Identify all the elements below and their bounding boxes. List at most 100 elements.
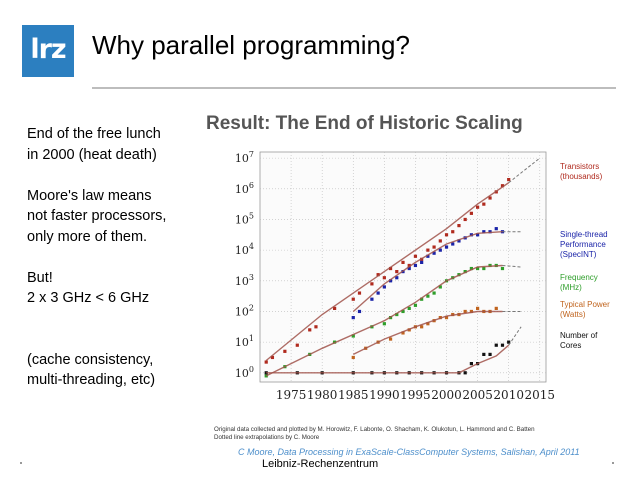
single-thread-point bbox=[382, 285, 386, 289]
chart-legend: Transistors(thousands) Single-threadPerfo… bbox=[560, 162, 610, 350]
typical-power-point bbox=[444, 316, 449, 320]
single-thread-point bbox=[395, 276, 399, 280]
frequency-legend-label: (MHz) bbox=[560, 283, 582, 292]
bullet-free-lunch: End of the free lunch in 2000 (heat deat… bbox=[27, 124, 212, 165]
transistors-legend-label: (thousands) bbox=[560, 172, 603, 181]
bullet-line: 2 x 3 GHz < 6 GHz bbox=[27, 290, 150, 306]
number-of-extrapolation-line bbox=[508, 326, 522, 346]
number-of-point bbox=[507, 340, 511, 344]
typical-power-point bbox=[426, 322, 430, 326]
single-thread-point bbox=[476, 233, 480, 237]
single-thread-point bbox=[376, 291, 380, 295]
bullet-text: End of the free lunch in 2000 (heat deat… bbox=[27, 124, 212, 411]
typical-power-point bbox=[388, 337, 393, 341]
bullet-cache: (cache consistency, multi-threading, etc… bbox=[27, 350, 212, 391]
transistors-point bbox=[413, 254, 418, 258]
single-thread-point bbox=[444, 245, 449, 249]
transistors-trend-line bbox=[265, 182, 510, 362]
x-tick-label: 1975 bbox=[276, 388, 307, 402]
single-thread-point bbox=[351, 316, 355, 320]
frequency-point bbox=[413, 303, 418, 307]
typical-power-point bbox=[494, 306, 498, 310]
single-thread-trend-line bbox=[352, 231, 503, 313]
y-tick-label: 102 bbox=[235, 303, 254, 318]
slide-title: Why parallel programming? bbox=[92, 30, 410, 60]
scaling-chart: Result: The End of Historic Scaling 1975… bbox=[206, 113, 610, 457]
x-tick-label: 2005 bbox=[462, 388, 493, 402]
transistors-point bbox=[351, 297, 355, 301]
single-thread-point bbox=[357, 309, 362, 314]
x-tick-label: 1990 bbox=[369, 388, 400, 402]
frequency-point bbox=[407, 306, 411, 310]
y-tick-label: 106 bbox=[235, 181, 254, 196]
single-thread-point bbox=[488, 230, 492, 234]
x-tick-label: 2010 bbox=[493, 388, 524, 402]
transistors-point bbox=[407, 263, 411, 268]
y-tick-label: 107 bbox=[235, 150, 254, 165]
footer-text: Leibniz-Rechenzentrum bbox=[262, 458, 379, 470]
transistors-extrapolation-line bbox=[508, 157, 541, 184]
frequency-point bbox=[500, 266, 505, 271]
frequency-extrapolation-line bbox=[502, 265, 522, 268]
typical-power-trend-line bbox=[352, 310, 503, 356]
number-of-point bbox=[500, 343, 505, 347]
y-tick-label: 104 bbox=[235, 242, 254, 257]
frequency-point bbox=[432, 291, 436, 295]
transistors-point bbox=[451, 230, 455, 234]
bullet-line: multi-threading, etc) bbox=[27, 372, 156, 388]
single-thread-point bbox=[370, 297, 374, 301]
frequency-point bbox=[351, 334, 355, 338]
number-of-point bbox=[463, 371, 467, 375]
chart-marks bbox=[264, 157, 541, 378]
credit-line-1: Original data collected and plotted by M… bbox=[214, 426, 535, 433]
frequency-trend-line bbox=[265, 264, 503, 377]
x-tick-label: 2015 bbox=[525, 388, 556, 402]
number-of-legend-label: Cores bbox=[560, 341, 581, 350]
x-tick-label: 2000 bbox=[431, 388, 462, 402]
transistors-point bbox=[333, 306, 337, 310]
single-thread-point bbox=[457, 239, 461, 243]
frequency-point bbox=[426, 294, 430, 298]
transistors-point bbox=[357, 291, 362, 295]
transistors-point bbox=[395, 270, 399, 274]
typical-power-point bbox=[469, 309, 473, 314]
y-tick-label: 105 bbox=[235, 211, 254, 226]
single-thread-legend-label: Performance bbox=[560, 240, 606, 249]
transistors-point bbox=[482, 202, 486, 206]
frequency-point bbox=[420, 297, 424, 301]
single-thread-point bbox=[426, 254, 430, 258]
transistors-point bbox=[500, 184, 505, 188]
bullet-line: But! bbox=[27, 269, 53, 286]
single-thread-point bbox=[413, 263, 418, 268]
single-thread-point bbox=[388, 279, 393, 283]
logo-text: lrz bbox=[30, 34, 66, 65]
frequency-point bbox=[476, 266, 480, 271]
single-thread-legend-label: (SpecINT) bbox=[560, 250, 597, 259]
scaling-figure: Result: The End of Historic Scaling 1975… bbox=[198, 100, 630, 462]
chart-title: Result: The End of Historic Scaling bbox=[206, 113, 523, 134]
single-thread-point bbox=[432, 251, 436, 255]
bullet-line: not faster processors, bbox=[27, 208, 167, 224]
frequency-point bbox=[438, 285, 442, 289]
x-tick-label: 1980 bbox=[307, 388, 338, 402]
transistors-point bbox=[314, 325, 318, 329]
transistors-point bbox=[264, 360, 268, 364]
bullet-line: (cache consistency, bbox=[27, 351, 154, 368]
y-tick-label: 100 bbox=[235, 365, 254, 380]
frequency-point bbox=[469, 266, 473, 271]
single-thread-point bbox=[494, 227, 498, 231]
credit-line-2: Dotted line extrapolations by C. Moore bbox=[214, 434, 320, 441]
corner-dot bbox=[612, 462, 614, 464]
transistors-point bbox=[388, 266, 393, 271]
bullet-but: But! 2 x 3 GHz < 6 GHz bbox=[27, 268, 212, 309]
transistors-point bbox=[376, 273, 380, 277]
frequency-point bbox=[395, 312, 399, 317]
single-thread-point bbox=[407, 266, 411, 271]
frequency-point bbox=[463, 270, 467, 274]
y-tick-label: 101 bbox=[235, 334, 254, 349]
transistors-point bbox=[270, 355, 275, 360]
lrz-logo: lrz bbox=[22, 25, 74, 77]
transistors-point bbox=[432, 245, 436, 249]
transistors-point bbox=[463, 217, 467, 222]
citation: C Moore, Data Processing in ExaScale-Cla… bbox=[238, 447, 580, 457]
